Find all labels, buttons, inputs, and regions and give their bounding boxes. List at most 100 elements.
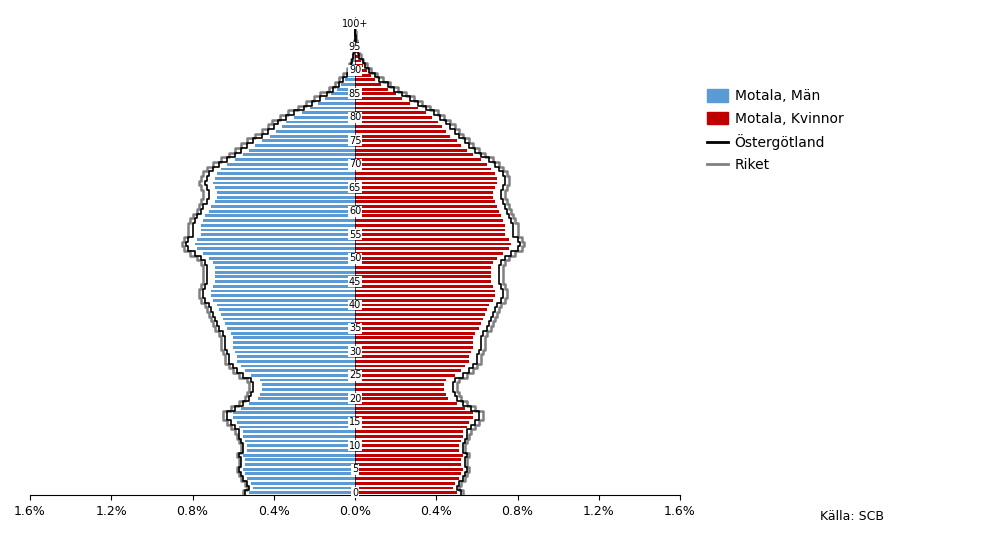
Bar: [355, 309, 487, 311]
Bar: [215, 177, 355, 180]
Bar: [233, 346, 355, 349]
Bar: [355, 341, 473, 344]
Bar: [355, 378, 446, 382]
Bar: [217, 304, 355, 306]
Bar: [243, 468, 355, 471]
Bar: [341, 83, 355, 86]
Bar: [215, 271, 355, 273]
Bar: [325, 97, 355, 100]
Bar: [355, 200, 495, 203]
Bar: [355, 243, 511, 245]
Bar: [237, 421, 355, 424]
Bar: [355, 374, 455, 377]
Bar: [353, 59, 355, 63]
Bar: [331, 92, 355, 95]
Bar: [355, 388, 444, 391]
Bar: [215, 266, 355, 269]
Bar: [355, 439, 461, 442]
Bar: [235, 350, 355, 353]
Bar: [355, 294, 495, 297]
Text: 50: 50: [349, 253, 361, 263]
Bar: [270, 135, 355, 138]
Bar: [355, 107, 418, 109]
Bar: [355, 186, 495, 189]
Bar: [355, 229, 505, 232]
Bar: [355, 421, 469, 424]
Bar: [262, 388, 355, 391]
Bar: [355, 463, 461, 466]
Bar: [355, 139, 457, 142]
Bar: [355, 398, 448, 400]
Bar: [239, 426, 355, 428]
Bar: [355, 88, 388, 91]
Bar: [355, 149, 467, 152]
Text: 25: 25: [349, 370, 361, 381]
Bar: [201, 229, 355, 232]
Bar: [217, 172, 355, 175]
Bar: [233, 341, 355, 344]
Bar: [355, 289, 495, 293]
Bar: [241, 365, 355, 367]
Bar: [355, 196, 493, 199]
Bar: [209, 210, 355, 213]
Legend: Motala, Män, Motala, Kvinnor, Östergötland, Riket: Motala, Män, Motala, Kvinnor, Östergötla…: [707, 90, 843, 172]
Bar: [355, 102, 410, 104]
Bar: [355, 172, 495, 175]
Bar: [355, 219, 503, 222]
Bar: [245, 369, 355, 372]
Bar: [355, 426, 467, 428]
Bar: [262, 139, 355, 142]
Bar: [243, 435, 355, 438]
Text: 60: 60: [349, 206, 361, 216]
Bar: [354, 50, 355, 53]
Bar: [355, 435, 463, 438]
Bar: [233, 337, 355, 339]
Bar: [211, 205, 355, 208]
Text: 35: 35: [349, 323, 361, 333]
Bar: [355, 337, 473, 339]
Bar: [355, 210, 499, 213]
Bar: [258, 398, 355, 400]
Text: 40: 40: [349, 300, 361, 310]
Bar: [215, 280, 355, 283]
Bar: [260, 393, 355, 395]
Bar: [211, 294, 355, 297]
Bar: [310, 107, 355, 109]
Bar: [337, 88, 355, 91]
Bar: [302, 111, 355, 114]
Bar: [355, 477, 459, 480]
Bar: [355, 430, 463, 433]
Bar: [247, 444, 355, 447]
Bar: [355, 125, 442, 128]
Bar: [255, 144, 355, 147]
Bar: [245, 463, 355, 466]
Bar: [355, 97, 402, 100]
Bar: [231, 332, 355, 334]
Bar: [355, 168, 491, 170]
Bar: [355, 64, 363, 67]
Bar: [251, 374, 355, 377]
Bar: [355, 257, 497, 260]
Bar: [355, 482, 455, 485]
Bar: [355, 261, 493, 264]
Bar: [197, 238, 355, 241]
Bar: [355, 74, 371, 76]
Bar: [247, 477, 355, 480]
Bar: [347, 74, 355, 76]
Bar: [355, 299, 493, 302]
Bar: [355, 285, 493, 288]
Bar: [355, 92, 396, 95]
Text: 80: 80: [349, 112, 361, 122]
Bar: [355, 313, 485, 316]
Bar: [355, 46, 357, 48]
Bar: [355, 144, 461, 147]
Bar: [355, 59, 361, 63]
Bar: [355, 491, 457, 494]
Bar: [355, 276, 491, 278]
Bar: [355, 407, 465, 410]
Bar: [249, 491, 355, 494]
Bar: [349, 69, 355, 72]
Bar: [355, 214, 501, 217]
Bar: [215, 186, 355, 189]
Text: 20: 20: [349, 394, 361, 404]
